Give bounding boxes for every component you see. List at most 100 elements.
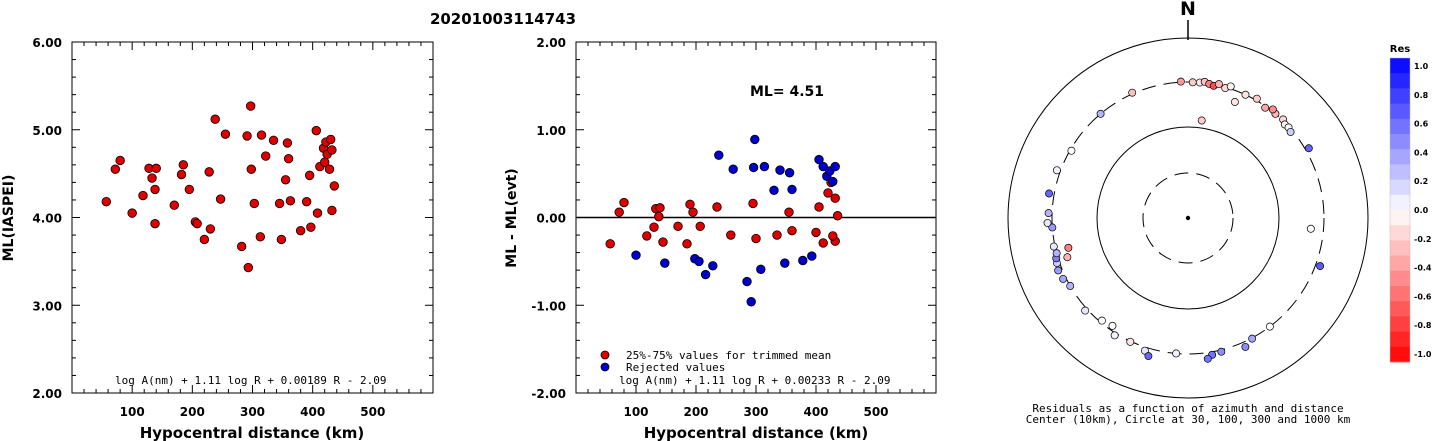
magnitude-point <box>301 197 312 207</box>
rejected-residual-point <box>780 258 790 268</box>
colorbar-swatch <box>1390 149 1410 165</box>
magnitude-point <box>327 145 337 155</box>
rejected-residual-point <box>830 161 840 172</box>
plot2-y-label: ML - ML(evt) <box>504 168 520 267</box>
station-residual-point <box>1126 337 1135 346</box>
magnitude-point <box>199 234 210 245</box>
station-residual-point <box>1265 322 1274 331</box>
colorbar-tick-label: 0.8 <box>1414 91 1429 100</box>
plot1-ytick-label: 2.00 <box>32 387 62 401</box>
magnitude-point <box>176 169 187 180</box>
colorbar-swatch <box>1390 164 1410 181</box>
plot2-points <box>605 134 843 307</box>
station-residual-point <box>1054 266 1063 275</box>
magnitude-point <box>150 184 160 195</box>
plot1-x-axis: 100 200 300 400 500 <box>71 42 434 419</box>
magnitude-point <box>242 131 252 141</box>
plot2-ytick-label: -1.00 <box>531 299 566 313</box>
magnitude-point <box>312 208 323 218</box>
colorbar-tick-label: 0.0 <box>1414 206 1429 215</box>
trimmed-residual-point <box>832 211 843 221</box>
station-residual-point <box>1306 224 1315 233</box>
colorbar-border <box>1389 57 1411 363</box>
rejected-residual-point <box>631 250 641 260</box>
trimmed-residual-point <box>682 239 692 249</box>
colorbar-swatch <box>1390 73 1410 89</box>
station-residual-point <box>1203 354 1212 363</box>
station-residual-point <box>1268 105 1277 114</box>
magnitude-point <box>220 129 231 139</box>
station-residual-point <box>1261 103 1270 112</box>
station-residual-point <box>1043 218 1052 227</box>
magnitude-point <box>255 232 266 242</box>
magnitude-point <box>256 130 267 140</box>
plot1-frame <box>71 41 434 394</box>
magnitude-point <box>204 167 214 177</box>
trimmed-residual-point <box>823 188 833 198</box>
plot2-ytick-label: -2.00 <box>531 387 566 401</box>
rejected-residual-point <box>746 297 756 307</box>
magnitude-point <box>280 175 291 185</box>
plot2-xtick-label: 200 <box>683 405 708 419</box>
colorbar-swatch <box>1390 255 1410 272</box>
station-residual-point <box>1097 316 1106 325</box>
trimmed-residual-point <box>685 199 695 210</box>
rejected-residual-point <box>748 162 759 173</box>
legend-rejected-label: Rejected values <box>626 361 725 374</box>
trimmed-residual-point <box>814 202 824 212</box>
colorbar-title: Res <box>1390 44 1410 55</box>
plot2-formula: log A(nm) + 1.11 log R + 0.00233 R - 2.0… <box>619 374 891 387</box>
plot1-ytick-label: 4.00 <box>32 212 62 226</box>
plot2-xtick-label: 100 <box>623 405 648 419</box>
colorbar-tick-label: -0.4 <box>1414 264 1432 273</box>
colorbar-tick-label: 0.2 <box>1414 177 1428 186</box>
trimmed-residual-point <box>726 230 736 240</box>
plot2-xtick-label: 500 <box>863 405 888 419</box>
station-residual-point <box>1217 347 1226 356</box>
colorbar-tick-label: -0.8 <box>1414 321 1432 330</box>
magnitude-point <box>246 164 256 174</box>
colorbar-swatch <box>1390 270 1410 287</box>
colorbar-swatch <box>1390 286 1410 302</box>
rejected-residual-point <box>828 176 838 187</box>
station-residual-point <box>1176 77 1185 86</box>
colorbar-tick-label: -0.6 <box>1414 292 1432 301</box>
ring-1000km <box>1007 37 1369 399</box>
rejected-residual-point <box>759 161 770 172</box>
station-residual-point <box>1230 98 1239 106</box>
magnitude-point <box>285 196 296 206</box>
plot1-y-axis: 2.00 3.00 4.00 5.00 6.00 <box>32 36 433 401</box>
station-residual-point <box>1144 352 1153 361</box>
station-residual-point <box>1248 334 1257 343</box>
rejected-residual-point <box>700 269 711 280</box>
plot1-formula: log A(nm) + 1.11 log R + 0.00189 R - 2.0… <box>115 374 387 387</box>
rejected-residual-point <box>742 276 752 287</box>
magnitude-point <box>192 218 202 229</box>
station-residual-point <box>1110 331 1119 340</box>
trimmed-residual-point <box>712 202 722 212</box>
trimmed-residual-point <box>654 211 664 222</box>
station-residual-point <box>1304 144 1313 153</box>
plot1-xtick-label: 200 <box>180 405 205 419</box>
magnitude-point <box>215 194 226 204</box>
magnitude-point <box>169 200 179 210</box>
station-residual-point <box>1081 306 1090 315</box>
magnitude-point <box>276 234 287 245</box>
trimmed-residual-point <box>695 221 705 231</box>
station-residual-point <box>1044 209 1053 218</box>
plot1-x-label: Hypocentral distance (km) <box>140 424 365 441</box>
plot1-points <box>101 101 340 273</box>
plot2-xtick-label: 400 <box>803 405 828 419</box>
station-residual-point <box>1316 262 1325 271</box>
magnitude-point <box>261 151 271 161</box>
plot2-y-axis: -2.00 -1.00 0.00 1.00 2.00 <box>531 36 936 401</box>
trimmed-residual-point <box>818 238 828 248</box>
magnitude-point <box>282 138 293 148</box>
trimmed-residual-point <box>688 207 698 217</box>
trimmed-residual-point <box>649 222 659 232</box>
trimmed-residual-point <box>642 231 652 241</box>
magnitude-point <box>243 262 253 273</box>
magnitude-point <box>326 134 336 145</box>
magnitude-point <box>274 198 285 209</box>
trimmed-residual-point <box>772 230 782 240</box>
